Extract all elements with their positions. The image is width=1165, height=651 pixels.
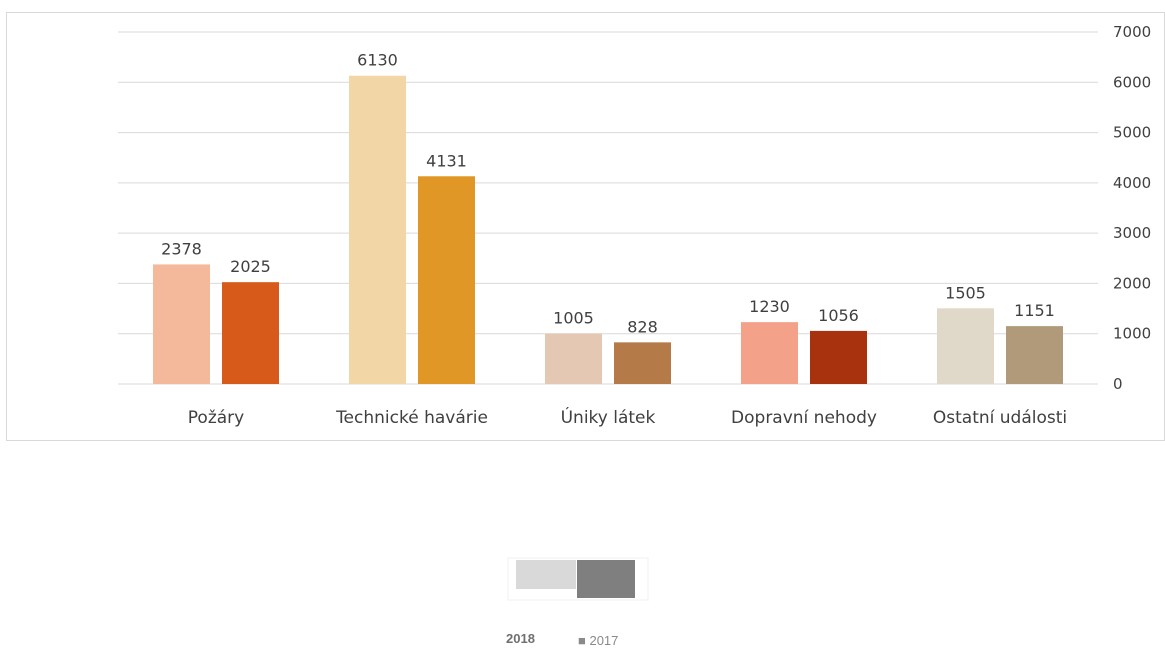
y-tick-label: 2000 [1113,274,1151,292]
legend-label-2018: 2018 [506,631,535,646]
x-axis-categories: Požáry Technické havárie Úniky látek Doprav… [188,406,1067,428]
category-label: Požáry [188,408,244,428]
bar-2017-1 [418,176,475,384]
data-label-2017-3: 1056 [818,306,859,325]
bar-2017-3 [810,330,867,384]
data-label-2018-1: 6130 [357,51,398,70]
y-tick-label: 0 [1113,375,1123,393]
bars [153,75,1063,385]
data-label-2017-4: 1151 [1014,301,1055,320]
category-label: Ostatní události [933,408,1067,428]
legend-swatch-2017 [577,560,635,598]
gridlines [118,31,1098,385]
data-label-2017-0: 2025 [230,257,271,276]
bar-2017-4 [1006,326,1063,384]
y-tick-label: 4000 [1113,174,1151,192]
data-label-2018-3: 1230 [749,297,790,316]
data-label-2018-4: 1505 [945,283,986,302]
legend: 2018 ■ 2017 [506,557,649,648]
legend-label-2017: ■ 2017 [578,633,618,648]
y-tick-label: 5000 [1113,124,1151,142]
data-label-2018-0: 2378 [161,239,202,258]
category-label: Dopravní nehody [731,408,877,428]
y-axis-ticks: 0 1000 2000 3000 4000 5000 6000 7000 [1113,23,1151,393]
data-label-2018-2: 1005 [553,308,594,327]
bar-2018-1 [349,75,406,385]
bar-2018-0 [153,264,210,384]
legend-swatch-2018 [516,560,576,589]
category-label: Úniky látek [561,406,656,428]
y-tick-label: 7000 [1113,23,1151,41]
category-label: Technické havárie [335,408,488,428]
bar-2018-2 [545,333,602,384]
bar-2018-3 [741,322,798,384]
bar-2017-2 [614,342,671,384]
data-label-2017-2: 828 [627,317,658,336]
bar-2018-4 [937,308,994,384]
bar-2017-0 [222,282,279,384]
y-tick-label: 1000 [1113,325,1151,343]
data-labels: 2378 2025 6130 4131 1005 828 1230 1056 1505 1151 [161,51,1055,337]
y-tick-label: 6000 [1113,73,1151,91]
data-label-2017-1: 4131 [426,151,467,170]
y-tick-label: 3000 [1113,224,1151,242]
